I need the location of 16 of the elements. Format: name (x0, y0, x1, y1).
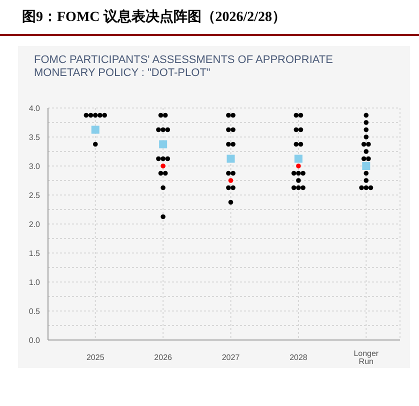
chart-subtitle: FOMC PARTICIPANTS' ASSESSMENTS OF APPROPRIATE MONETARY POLICY : "DOT-PLOT" (34, 54, 334, 80)
x-tick-label: 2027 (222, 353, 240, 362)
y-tick-label: 0.0 (28, 336, 41, 345)
y-tick-label: 2.5 (28, 190, 41, 200)
y-tick-label: 3.0 (28, 162, 41, 171)
y-tick-label: 3.5 (28, 132, 41, 142)
y-tick-label: 1.0 (28, 278, 41, 287)
x-tick-label: 2026 (154, 353, 173, 362)
chart-title: 图9：FOMC 议息表决点阵图（2026/2/28） (22, 8, 286, 26)
y-tick-label: 1.5 (28, 248, 41, 258)
x-tick-label: Longer Run (354, 349, 379, 366)
y-tick-label: 4.0 (28, 104, 41, 113)
x-tick-label: 2028 (290, 353, 308, 362)
y-tick-label: 0.5 (28, 306, 41, 316)
y-tick-label: 2.0 (28, 220, 41, 229)
x-tick-label: 2025 (86, 353, 105, 362)
